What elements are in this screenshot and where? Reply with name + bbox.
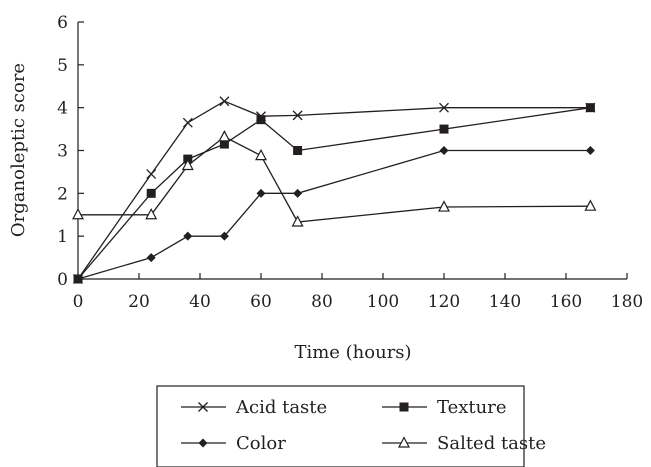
x-axis-ticks: 0 20 40 60 80 100 120 140 160 180 <box>73 273 643 312</box>
data-point-salted-taste <box>72 207 84 220</box>
y-tick-label: 1 <box>57 227 68 247</box>
x-tick-label: 180 <box>611 292 643 312</box>
data-point-salted-taste <box>438 200 450 212</box>
series-line-acid-taste <box>77 100 591 280</box>
x-tick-label: 20 <box>128 292 150 312</box>
x-tick-label: 0 <box>73 292 84 312</box>
y-tick-label: 2 <box>57 184 68 204</box>
series-line-texture <box>77 107 591 280</box>
marker-stroke <box>198 402 208 412</box>
data-point-color <box>585 146 595 155</box>
legend: Acid taste Texture Color Salted taste <box>156 385 546 467</box>
data-point-texture <box>256 115 266 125</box>
legend-marker <box>398 436 410 448</box>
y-tick-label: 6 <box>57 13 68 33</box>
y-tick-label: 4 <box>57 99 68 119</box>
y-axis-title: Organoleptic score <box>8 63 29 237</box>
data-point-salted-taste <box>255 148 267 161</box>
data-point-salted-taste <box>181 158 194 171</box>
data-point-salted-taste <box>218 130 231 142</box>
data-point-acid-taste <box>146 169 157 180</box>
y-tick-label: 3 <box>57 142 68 162</box>
legend-item-texture: Texture <box>382 397 507 418</box>
x-tick-label: 160 <box>550 292 582 312</box>
data-point-texture <box>585 103 595 113</box>
legend-label: Acid taste <box>235 397 327 418</box>
marker-stroke <box>439 102 449 113</box>
data-point-texture <box>219 139 229 149</box>
legend-marker <box>198 438 208 448</box>
x-tick-label: 80 <box>311 292 333 312</box>
x-tick-label: 60 <box>250 292 272 312</box>
legend-item-salted-taste: Salted taste <box>382 433 546 454</box>
legend-item-color: Color <box>181 433 286 454</box>
marker-stroke <box>146 169 157 180</box>
data-point-texture <box>293 146 303 155</box>
series-line-salted-taste <box>78 136 591 223</box>
legend-item-acid-taste: Acid taste <box>181 397 327 418</box>
marker-stroke <box>182 117 193 128</box>
data-point-color <box>293 188 303 198</box>
x-axis-title: Time (hours) <box>294 342 411 363</box>
data-point-color <box>256 188 266 198</box>
legend-marker <box>198 402 208 412</box>
data-point-color <box>219 231 229 241</box>
y-tick-label: 0 <box>57 270 68 290</box>
data-point-salted-taste <box>291 215 304 227</box>
x-tick-label: 120 <box>428 292 460 312</box>
y-tick-label: 5 <box>57 56 68 76</box>
marker-stroke <box>292 110 303 121</box>
data-point-acid-taste <box>292 110 303 121</box>
data-point-texture <box>439 124 449 134</box>
legend-label: Texture <box>437 397 507 418</box>
data-point-acid-taste <box>182 117 193 128</box>
marker-stroke <box>219 96 230 107</box>
data-point-color <box>73 274 83 284</box>
data-point-acid-taste <box>439 102 449 113</box>
legend-box <box>156 385 525 467</box>
data-point-color <box>439 146 449 155</box>
series-color <box>73 146 595 284</box>
x-tick-label: 140 <box>489 292 521 312</box>
series-line-color <box>77 149 591 280</box>
plot-series <box>72 96 597 284</box>
data-point-texture <box>146 188 156 198</box>
series-salted-taste <box>72 130 597 227</box>
x-tick-label: 100 <box>367 292 399 312</box>
legend-marker <box>399 402 409 412</box>
legend-label: Color <box>236 433 286 454</box>
y-axis-ticks: 0 1 2 3 4 5 6 <box>57 13 84 290</box>
data-point-color <box>183 231 193 241</box>
data-point-color <box>146 253 156 263</box>
legend-label: Salted taste <box>437 433 546 454</box>
x-tick-label: 40 <box>189 292 211 312</box>
data-point-acid-taste <box>219 96 230 107</box>
data-point-salted-taste <box>584 199 597 211</box>
data-point-salted-taste <box>145 207 158 220</box>
